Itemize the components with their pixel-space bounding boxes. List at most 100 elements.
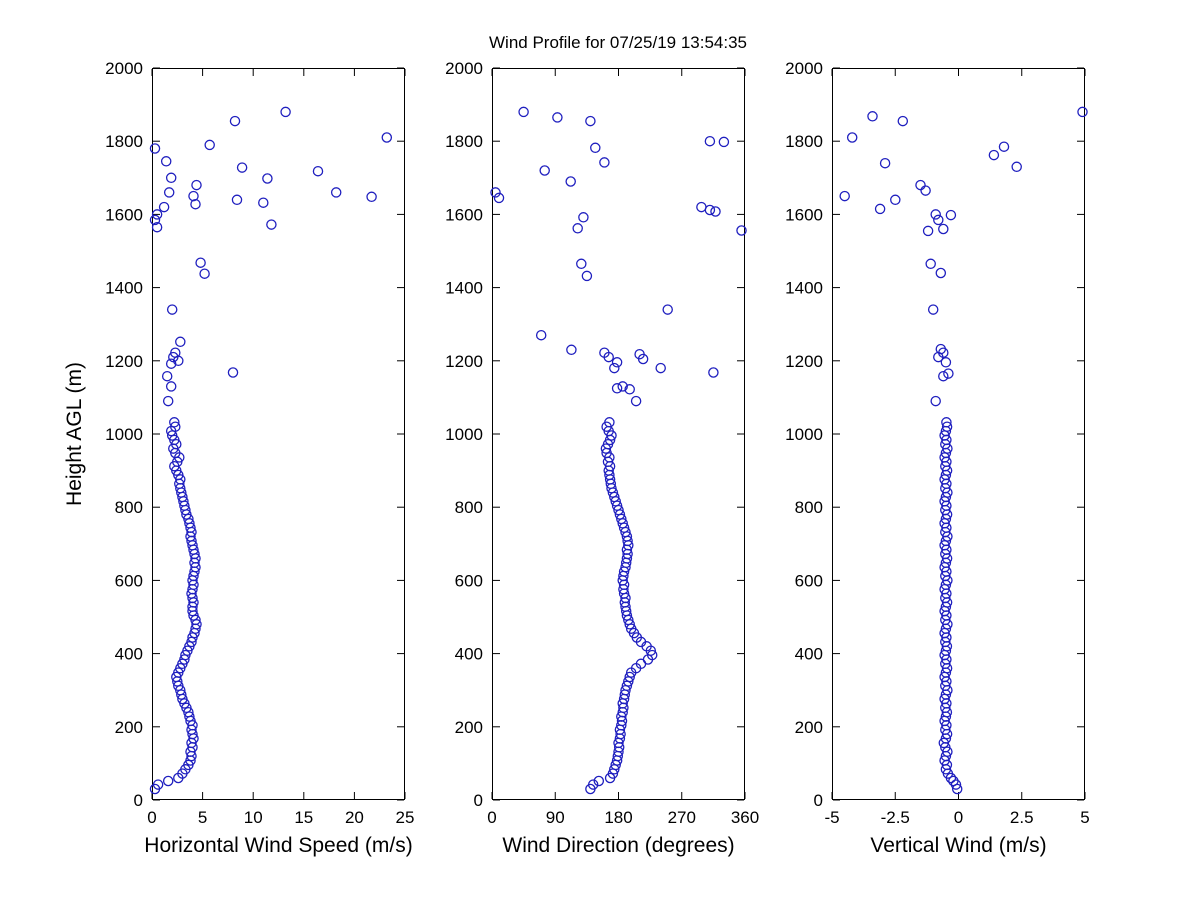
scatter-marker	[170, 421, 181, 432]
scatter-marker	[231, 194, 243, 206]
scatter-marker	[585, 115, 596, 127]
scatter-marker	[539, 165, 550, 176]
scatter-marker	[935, 267, 947, 279]
scatter-marker	[599, 157, 610, 168]
scatter-marker	[945, 209, 957, 221]
scatter-marker	[839, 190, 850, 202]
scatter-marker	[204, 139, 215, 151]
scatter-marker	[930, 395, 941, 407]
scatter-marker	[149, 214, 161, 226]
scatter-marker	[930, 209, 941, 220]
scatter-marker	[941, 417, 952, 428]
x-tick-label: 0	[954, 808, 963, 827]
scatter-marker	[624, 671, 635, 683]
vertical-wind-plot: -5 -2.5 0 2.5 5 0 200 400 600 800 1000 1200 1400 1600…	[785, 59, 1090, 827]
scatter-marker	[160, 156, 172, 167]
scatter-marker	[162, 775, 174, 787]
y-tick-label: 1600	[105, 205, 143, 224]
y-tick-label: 1000	[785, 425, 823, 444]
scatter-marker	[655, 362, 666, 374]
x-tick-label: 2.5	[1010, 808, 1034, 827]
scatter-marker	[161, 370, 173, 382]
scatter-marker	[950, 779, 962, 790]
axes-box	[491, 67, 746, 801]
scatter-marker	[165, 172, 177, 184]
scatter-marker	[578, 212, 589, 223]
scatter-marker	[867, 111, 878, 122]
y-tick-label: 600	[455, 571, 483, 590]
scatter-marker	[1077, 106, 1088, 118]
scatter-marker	[998, 141, 1010, 152]
scatter-marker	[846, 132, 858, 143]
x-axis-label-wind-direction: Wind Direction (degrees)	[502, 834, 735, 857]
scatter-marker	[163, 187, 175, 198]
y-tick-label: 600	[795, 571, 823, 590]
scatter-marker	[330, 187, 342, 198]
y-tick-label: 1400	[785, 279, 823, 298]
y-tick-label: 800	[455, 498, 483, 517]
scatter-marker	[941, 421, 953, 432]
scatter-marker	[617, 381, 628, 392]
scatter-marker	[199, 268, 210, 279]
scatter-marker	[935, 343, 947, 355]
x-tick-label: -2.5	[881, 808, 910, 827]
scatter-marker	[151, 221, 163, 233]
y-tick-label: 800	[115, 498, 143, 517]
scatter-marker	[736, 225, 747, 236]
scatter-marker	[890, 194, 901, 206]
x-tick-label: 5	[198, 808, 207, 827]
scatter-marker	[624, 384, 635, 395]
scatter-marker	[874, 203, 886, 215]
scatter-marker	[552, 112, 563, 123]
y-tick-label: 200	[795, 718, 823, 737]
scatter-marker	[915, 179, 926, 191]
y-tick-label: 1600	[445, 205, 483, 224]
scatter-marker	[169, 417, 180, 428]
scatter-marker	[381, 132, 393, 143]
axes-box	[151, 67, 406, 801]
scatter-marker	[988, 149, 1000, 161]
scatter-marker	[366, 191, 377, 203]
scatter-marker	[897, 115, 909, 127]
scatter-marker	[609, 362, 620, 374]
subplot-wind-direction: 0 90 180 270 360 0 200 400 600 800 1000 1200 1400 160…	[445, 59, 759, 857]
scatter-marker	[262, 173, 273, 184]
scatter-marker	[195, 257, 206, 268]
tick-labels: 0 90 180 270 360 0 200 400 600 800 1000 1200 1400 160…	[445, 59, 759, 827]
y-tick-label: 0	[134, 791, 143, 810]
scatter-marker	[258, 197, 269, 208]
x-tick-label: 5	[1080, 808, 1089, 827]
y-tick-label: 1800	[445, 132, 483, 151]
y-tick-label: 2000	[105, 59, 143, 78]
data-points	[839, 106, 1088, 795]
y-tick-label: 200	[115, 718, 143, 737]
y-tick-label: 600	[115, 571, 143, 590]
chart-title: Wind Profile for 07/25/19 13:54:35	[489, 33, 747, 52]
subplot-vertical-wind: -5 -2.5 0 2.5 5 0 200 400 600 800 1000 1200 1400 1600…	[785, 59, 1090, 857]
x-tick-label: 20	[345, 808, 364, 827]
y-tick-label: 1800	[105, 132, 143, 151]
x-tick-label: 25	[396, 808, 415, 827]
scatter-marker	[599, 347, 610, 358]
data-points	[490, 106, 747, 795]
scatter-marker	[191, 179, 202, 191]
scatter-marker	[1011, 161, 1022, 173]
x-tick-label: 15	[294, 808, 313, 827]
wind-direction-plot: 0 90 180 270 360 0 200 400 600 800 1000 1200 1400 160…	[445, 59, 759, 827]
scatter-marker	[634, 348, 645, 360]
plot-border	[832, 68, 1085, 800]
x-tick-label: 0	[487, 808, 496, 827]
subplot-horizontal-wind-speed: 0 5 10 15 20 25 0 200 400 600 800 1000 1200 1400 1600 1…	[105, 59, 414, 857]
scatter-marker	[593, 775, 605, 787]
scatter-marker	[938, 223, 949, 235]
scatter-marker	[704, 204, 716, 216]
scatter-marker	[190, 198, 201, 210]
scatter-marker	[518, 106, 529, 118]
y-tick-label: 2000	[445, 59, 483, 78]
x-tick-label: -5	[824, 808, 839, 827]
scatter-marker	[933, 214, 944, 226]
scatter-marker	[236, 162, 248, 173]
scatter-marker	[646, 649, 658, 661]
tick-labels: 0 5 10 15 20 25 0 200 400 600 800 1000 1200 1400 1600 1…	[105, 59, 414, 827]
scatter-marker	[948, 775, 959, 787]
